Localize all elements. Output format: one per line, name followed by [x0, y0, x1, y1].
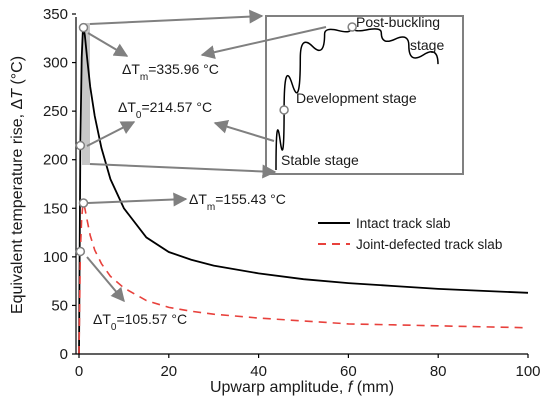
- arrow-t0-joint: [86, 256, 125, 303]
- y-tick-label: 50: [51, 297, 68, 314]
- marker-t0-joint: [75, 246, 86, 257]
- arrow-peak-inset: [200, 26, 327, 60]
- y-tick-label: 0: [60, 346, 68, 363]
- y-tick-label: 300: [43, 55, 68, 72]
- x-axis-title: Upwarp amplitude, f (mm): [210, 379, 394, 396]
- x-tick-label: 100: [515, 363, 540, 380]
- annotation-tm-intact: ΔTm=335.96 °C: [122, 61, 219, 83]
- marker-t0-intact: [75, 140, 86, 151]
- x-tick-label: 80: [430, 363, 447, 380]
- series-line-joint: [78, 199, 529, 355]
- x-tick-label: 60: [340, 363, 357, 380]
- inset-curve: [275, 26, 439, 171]
- arrow-tm-joint: [87, 192, 188, 207]
- arrow-t0-intact: [86, 121, 136, 147]
- inset-label-post-buckling: Post-buckling: [356, 14, 440, 30]
- y-tick-label: 350: [43, 6, 68, 23]
- y-tick-label: 200: [43, 152, 68, 169]
- marker-tm-intact: [78, 22, 89, 33]
- inset-label-post-buckling-stage: stage: [410, 37, 444, 53]
- inset-frame: [265, 15, 464, 175]
- x-tick-label: 20: [160, 363, 177, 380]
- inset-label-development: Development stage: [296, 90, 417, 106]
- legend-label-joint: Joint-defected track slab: [356, 237, 502, 252]
- y-tick-label: 250: [43, 103, 68, 120]
- y-tick-label: 100: [43, 249, 68, 266]
- zoom-highlight-region: [82, 23, 90, 165]
- annotation-t0-joint: ΔT0=105.57 °C: [93, 311, 187, 333]
- legend: Intact track slab Joint-defected track s…: [318, 216, 502, 252]
- ticks-layer: 0 20 40 60 80 100 0 50 100 150 200 250 300 350: [43, 6, 541, 380]
- zoom-connector-top: [89, 9, 264, 25]
- legend-label-intact: Intact track slab: [356, 216, 451, 231]
- arrow-stable-inset: [213, 119, 275, 142]
- marker-tm-joint: [78, 198, 89, 208]
- y-axis-title: Equivalent temperature rise, ΔT (°C): [9, 56, 26, 314]
- inset-marker-stable: [279, 105, 289, 115]
- x-tick-label: 0: [75, 363, 83, 380]
- arrow-tm-intact: [87, 32, 129, 57]
- annotation-t0-intact: ΔT0=214.57 °C: [118, 99, 212, 121]
- x-tick-label: 40: [250, 363, 267, 380]
- zoom-connector-bottom: [89, 163, 277, 179]
- y-tick-label: 150: [43, 200, 68, 217]
- annotation-tm-joint: ΔTm=155.43 °C: [189, 191, 286, 213]
- inset-marker-peak: [347, 22, 357, 32]
- inset-label-stable: Stable stage: [281, 152, 359, 168]
